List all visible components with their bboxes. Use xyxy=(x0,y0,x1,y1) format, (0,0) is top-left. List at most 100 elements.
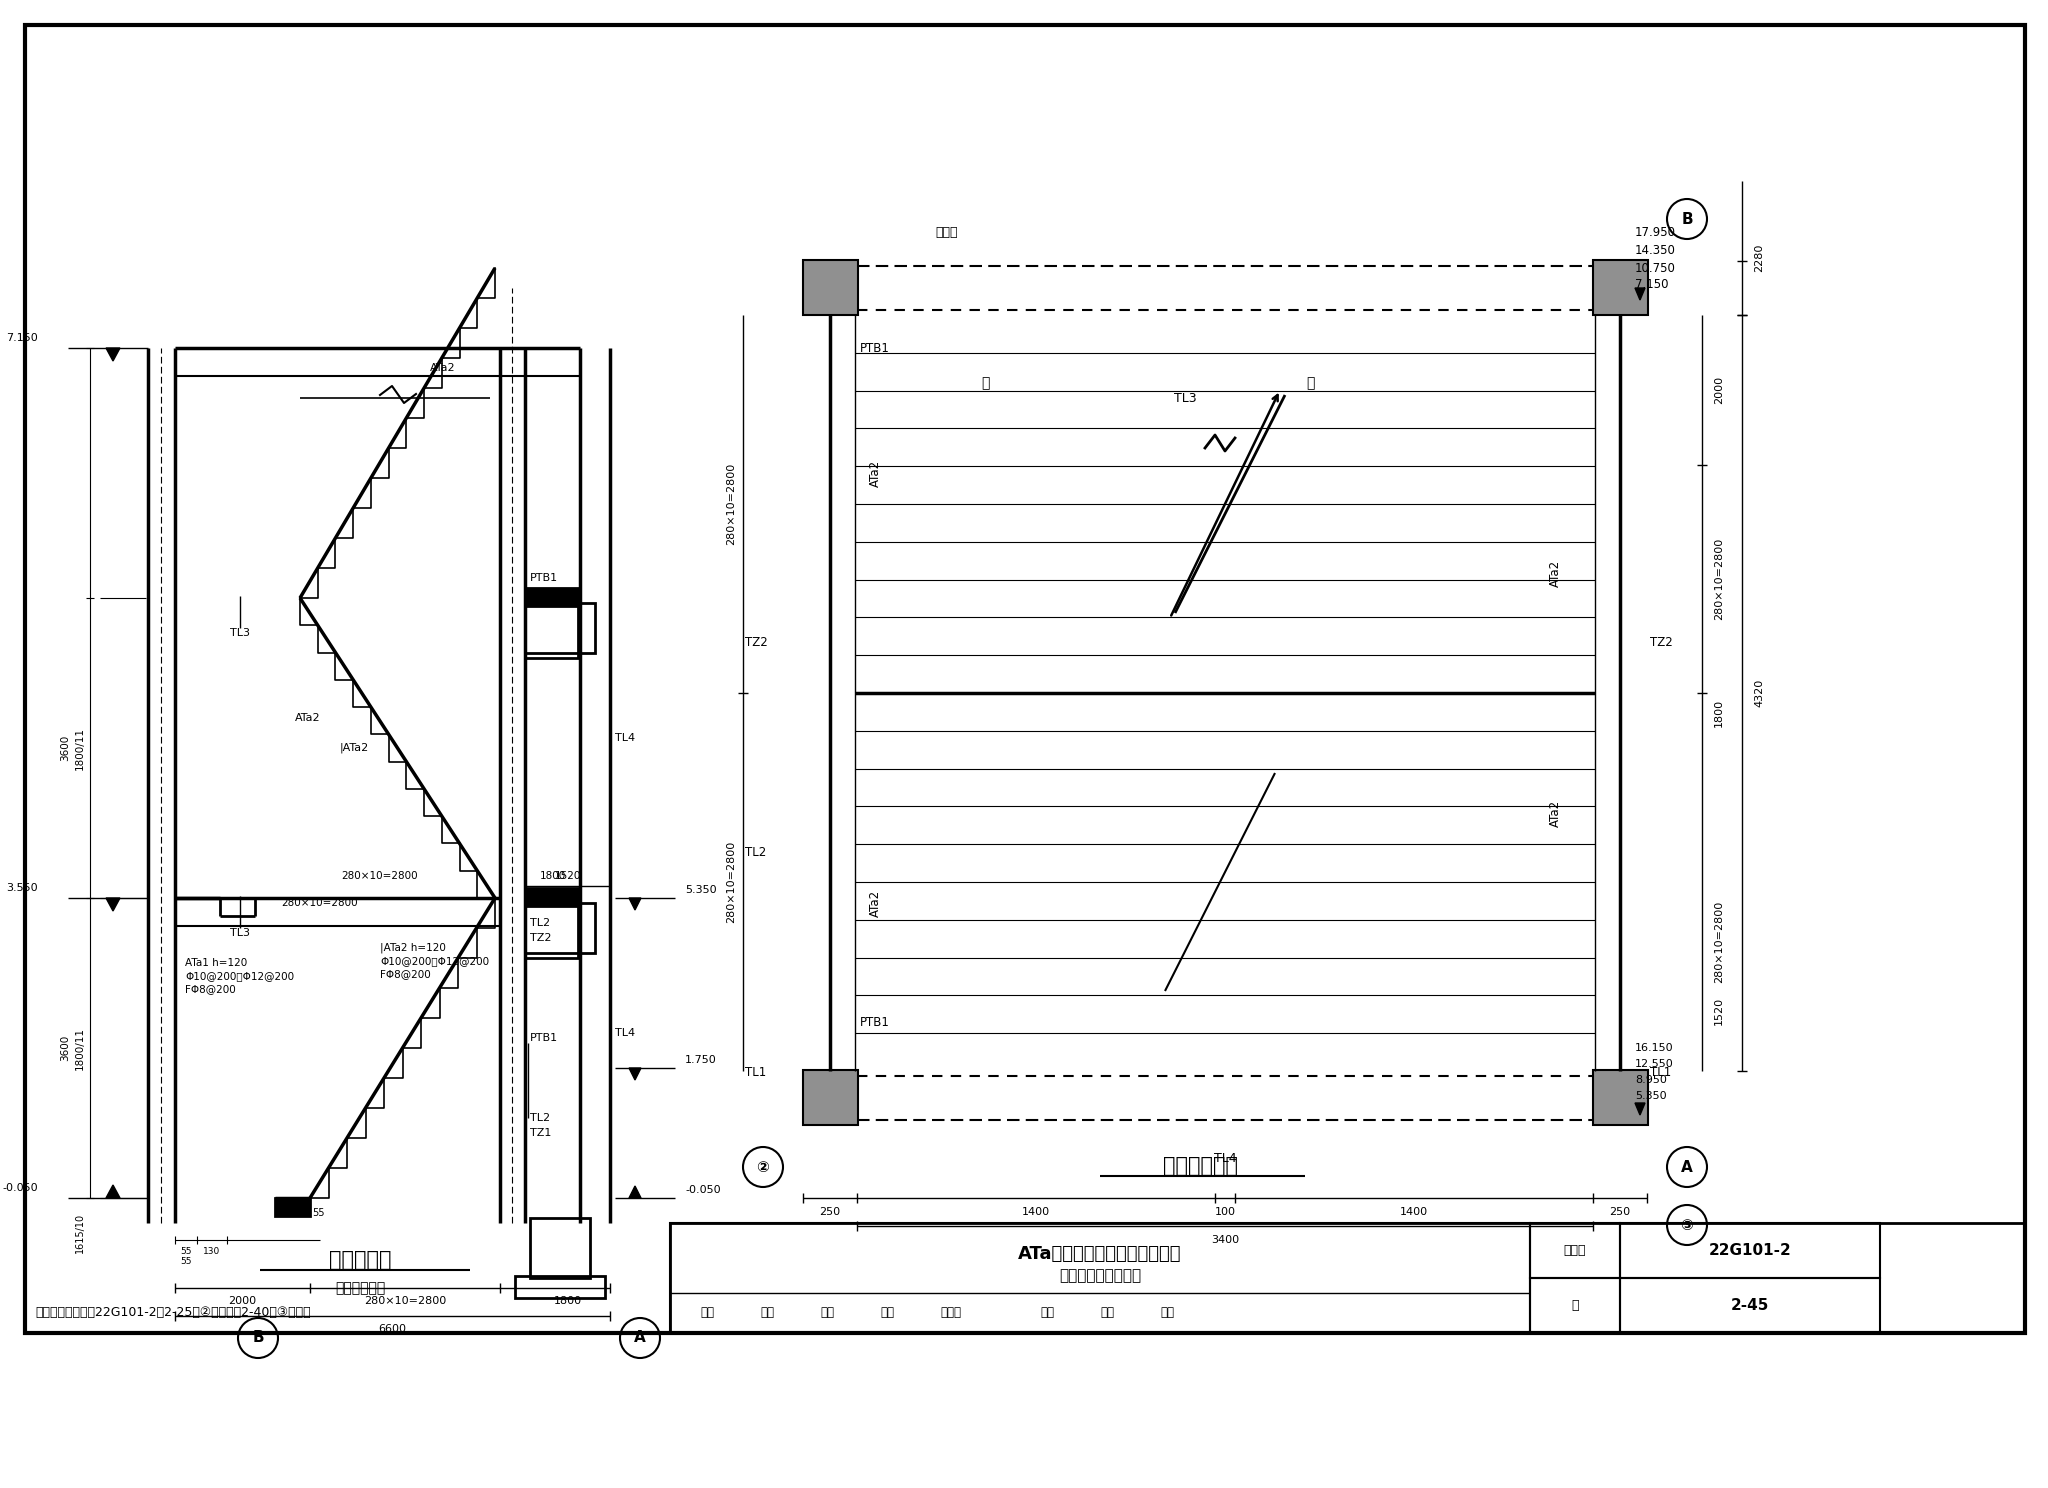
Bar xyxy=(524,903,596,952)
Text: 2000: 2000 xyxy=(229,1296,256,1306)
Text: 张明: 张明 xyxy=(760,1306,774,1320)
Polygon shape xyxy=(106,897,121,911)
Text: 李波: 李波 xyxy=(1100,1306,1114,1320)
Text: ATa2: ATa2 xyxy=(1548,799,1561,826)
Text: 3400: 3400 xyxy=(1210,1235,1239,1245)
Text: 280×10=2800: 280×10=2800 xyxy=(725,463,735,545)
Text: FΦ8@200: FΦ8@200 xyxy=(381,969,430,979)
Text: Φ10@200；Φ12@200: Φ10@200；Φ12@200 xyxy=(184,972,295,981)
Polygon shape xyxy=(1634,289,1645,301)
Text: TL3: TL3 xyxy=(1174,391,1196,405)
Text: 1520: 1520 xyxy=(1714,997,1724,1025)
Text: 付国顺: 付国顺 xyxy=(940,1306,961,1320)
Text: 55: 55 xyxy=(311,1208,324,1219)
Text: 22G101-2: 22G101-2 xyxy=(1708,1242,1792,1257)
Text: 设计: 设计 xyxy=(1040,1306,1055,1320)
Text: 5.350: 5.350 xyxy=(684,885,717,894)
Text: PTB1: PTB1 xyxy=(860,342,891,354)
Text: 100: 100 xyxy=(1214,1207,1235,1217)
Text: TL2: TL2 xyxy=(745,847,766,860)
Bar xyxy=(25,25,2025,1333)
Text: 1615/10: 1615/10 xyxy=(76,1213,86,1253)
Text: 吟哟: 吟哟 xyxy=(819,1306,834,1320)
Text: 1800: 1800 xyxy=(1714,699,1724,728)
Text: 2000: 2000 xyxy=(1714,376,1724,405)
Text: 下: 下 xyxy=(1307,376,1315,390)
Text: TL2: TL2 xyxy=(530,1113,551,1123)
Bar xyxy=(1593,1070,1649,1125)
Text: （局部示意）: （局部示意） xyxy=(336,1281,385,1295)
Text: 注：滑动支座采用22G101-2第2-25页②节点及第2-40页③节点。: 注：滑动支座采用22G101-2第2-25页②节点及第2-40页③节点。 xyxy=(35,1306,311,1320)
Text: 280×10=2800: 280×10=2800 xyxy=(1714,900,1724,984)
Text: TL3: TL3 xyxy=(229,628,250,638)
Bar xyxy=(514,1277,604,1298)
Text: 1520: 1520 xyxy=(555,870,582,881)
Text: 3600: 3600 xyxy=(59,735,70,762)
Text: 1.750: 1.750 xyxy=(684,1055,717,1065)
Text: 1400: 1400 xyxy=(1022,1207,1051,1217)
Text: 55: 55 xyxy=(180,1257,193,1266)
Polygon shape xyxy=(629,897,641,911)
Text: TL4: TL4 xyxy=(614,734,635,743)
Text: 3600: 3600 xyxy=(59,1034,70,1061)
Polygon shape xyxy=(629,1186,641,1198)
Text: 3.550: 3.550 xyxy=(6,882,39,893)
Text: 10.750: 10.750 xyxy=(1634,262,1675,274)
Text: TZ2: TZ2 xyxy=(1651,637,1673,649)
Text: ATa1 h=120: ATa1 h=120 xyxy=(184,958,248,969)
Text: TL4: TL4 xyxy=(614,1028,635,1039)
Text: 4320: 4320 xyxy=(1753,679,1763,707)
Text: A: A xyxy=(1681,1159,1694,1174)
Polygon shape xyxy=(1634,1103,1645,1115)
Bar xyxy=(1620,1278,1880,1333)
Text: -0.050: -0.050 xyxy=(2,1183,39,1193)
Text: 2280: 2280 xyxy=(1753,244,1763,272)
Text: 280×10=2800: 280×10=2800 xyxy=(725,841,735,923)
Bar xyxy=(524,897,578,958)
Text: 1800: 1800 xyxy=(553,1296,582,1306)
Text: A: A xyxy=(635,1330,645,1345)
Text: 图集号: 图集号 xyxy=(1565,1244,1587,1257)
Text: PTB1: PTB1 xyxy=(530,1033,559,1043)
Bar xyxy=(1530,1223,1620,1278)
Text: 7.150: 7.150 xyxy=(1634,278,1669,292)
Text: B: B xyxy=(252,1330,264,1345)
Text: ATa型楼梯施工图剖面注写示例: ATa型楼梯施工图剖面注写示例 xyxy=(1018,1245,1182,1263)
Text: PTB1: PTB1 xyxy=(860,1016,891,1030)
Text: 6600: 6600 xyxy=(379,1324,406,1335)
Text: 12.550: 12.550 xyxy=(1634,1059,1673,1068)
Text: 楼梯剖面图: 楼梯剖面图 xyxy=(330,1250,391,1269)
Text: ATa2: ATa2 xyxy=(430,363,455,373)
Text: 多依: 多依 xyxy=(1159,1306,1174,1320)
Text: 5.350: 5.350 xyxy=(1634,1091,1667,1101)
Text: 上: 上 xyxy=(981,376,989,390)
Text: 250: 250 xyxy=(819,1207,840,1217)
Polygon shape xyxy=(106,1184,121,1198)
Text: TL4: TL4 xyxy=(1214,1152,1237,1165)
Text: 8.950: 8.950 xyxy=(1634,1074,1667,1085)
Text: 页: 页 xyxy=(1571,1299,1579,1312)
Text: TZ2: TZ2 xyxy=(530,933,551,943)
Text: PTB1: PTB1 xyxy=(530,573,559,583)
Bar xyxy=(524,588,580,606)
Text: 280×10=2800: 280×10=2800 xyxy=(342,870,418,881)
Text: ATa2: ATa2 xyxy=(1548,559,1561,586)
Text: TZ2: TZ2 xyxy=(745,637,768,649)
Text: TL1: TL1 xyxy=(1651,1067,1671,1079)
Text: TL2: TL2 xyxy=(530,918,551,929)
Bar xyxy=(1620,1223,1880,1278)
Text: -0.050: -0.050 xyxy=(684,1184,721,1195)
Text: ATa2: ATa2 xyxy=(868,890,881,917)
Polygon shape xyxy=(106,348,121,362)
Text: 280×10=2800: 280×10=2800 xyxy=(283,897,358,908)
Text: 审核: 审核 xyxy=(700,1306,715,1320)
Text: 16.150: 16.150 xyxy=(1634,1043,1673,1054)
Text: 7.150: 7.150 xyxy=(6,333,39,344)
Text: 2-45: 2-45 xyxy=(1731,1298,1769,1312)
Bar xyxy=(803,260,858,315)
Text: 130: 130 xyxy=(203,1247,221,1256)
Bar xyxy=(530,1219,590,1278)
Bar xyxy=(670,1223,2025,1333)
Text: ②: ② xyxy=(756,1159,770,1174)
Text: 1400: 1400 xyxy=(1401,1207,1427,1217)
